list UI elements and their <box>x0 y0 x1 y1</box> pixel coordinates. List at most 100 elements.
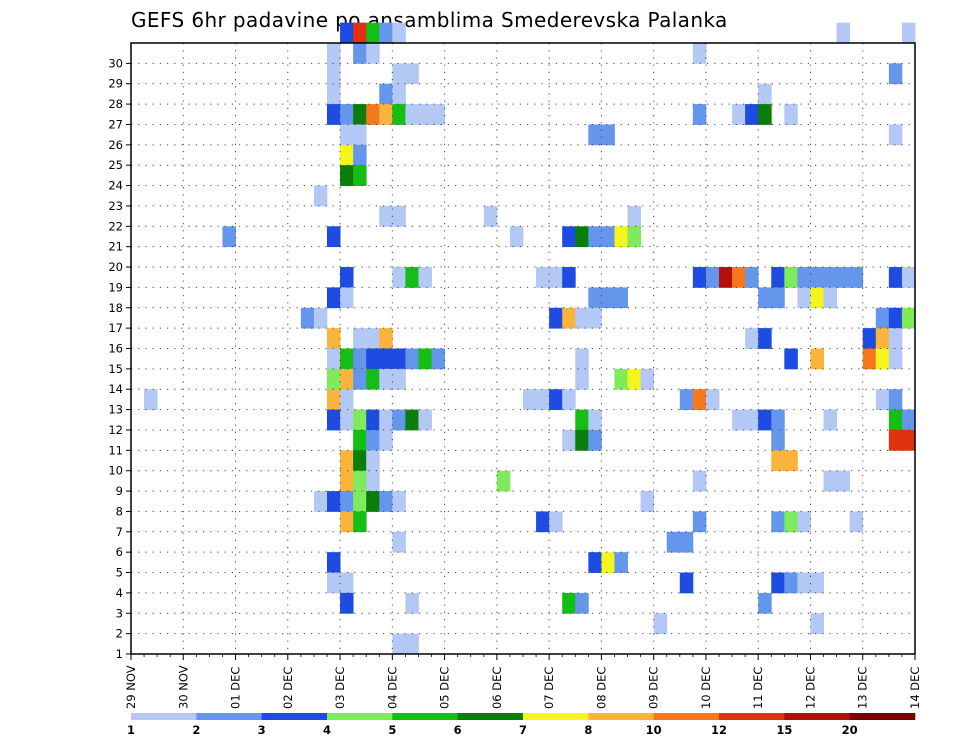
x-tick-label: 02 DEC <box>281 667 295 709</box>
heatmap-cell <box>366 43 380 64</box>
heatmap-cell <box>392 205 406 227</box>
x-tick-label: 10 DEC <box>699 667 713 709</box>
heatmap-cell <box>575 368 589 390</box>
heatmap-cell <box>575 409 589 431</box>
heatmap-cell <box>810 348 824 370</box>
colorbar-label: 5 <box>388 723 396 737</box>
colorbar-label: 4 <box>323 723 331 737</box>
heatmap-cell <box>353 104 367 125</box>
heatmap-cell <box>836 470 851 492</box>
heatmap-cell <box>353 22 367 44</box>
heatmap-cell <box>692 43 707 64</box>
heatmap-cell <box>823 409 837 431</box>
y-tick-label: 25 <box>108 158 123 172</box>
heatmap-cell <box>366 368 380 390</box>
heatmap-cell <box>327 572 341 594</box>
colorbar-swatch <box>261 713 328 720</box>
heatmap-cell <box>901 307 916 329</box>
heatmap-cell <box>836 267 851 288</box>
heatmap-cell <box>366 409 380 431</box>
heatmap-cell <box>614 287 628 309</box>
x-tick-label: 29 NOV <box>124 665 138 709</box>
heatmap-cell <box>340 368 354 390</box>
colorbar-label: 2 <box>192 723 200 737</box>
heatmap-cell <box>431 104 445 125</box>
heatmap-cell <box>601 552 615 573</box>
y-tick-label: 28 <box>108 97 123 111</box>
heatmap-cell <box>836 22 851 44</box>
heatmap-cell <box>340 348 354 370</box>
y-tick-label: 19 <box>108 280 123 294</box>
y-tick-label: 4 <box>116 586 123 600</box>
heatmap-cell <box>340 165 354 186</box>
heatmap-cell <box>575 592 589 614</box>
heatmap-cell <box>562 226 576 248</box>
colorbar-swatch <box>784 713 850 720</box>
heatmap-cell <box>353 348 367 370</box>
heatmap-cell <box>771 429 785 451</box>
x-tick-label: 01 DEC <box>229 667 243 709</box>
x-tick-label: 13 DEC <box>856 667 870 709</box>
heatmap-cell <box>340 267 354 288</box>
heatmap-cell <box>810 613 824 635</box>
heatmap-cell <box>692 267 707 288</box>
y-tick-label: 6 <box>116 545 123 559</box>
heatmap-cell <box>758 287 772 309</box>
heatmap-cell <box>588 226 602 248</box>
y-tick-label: 23 <box>108 199 123 213</box>
heatmap-cell <box>758 409 772 431</box>
heatmap-cell <box>353 491 367 512</box>
heatmap-cell <box>366 104 380 125</box>
y-tick-label: 27 <box>108 117 123 131</box>
colorbar-swatch <box>196 713 262 720</box>
heatmap-cell <box>771 287 785 309</box>
heatmap-cell <box>679 572 694 594</box>
heatmap-cell <box>588 124 602 146</box>
y-tick-label: 18 <box>108 301 123 315</box>
heatmap-cell <box>431 348 445 370</box>
heatmap-cell <box>588 287 602 309</box>
heatmap-cell <box>692 389 707 410</box>
colorbar-label: 10 <box>646 723 662 737</box>
heatmap-cell <box>901 267 916 288</box>
heatmap-cell <box>575 307 589 329</box>
y-axis: 1234567891011121314151617181920212223242… <box>108 56 131 661</box>
heatmap-cell <box>784 572 798 594</box>
heatmap-cell <box>562 307 576 329</box>
heatmap-cell <box>379 83 393 105</box>
heatmap-cell <box>353 124 367 146</box>
colorbar-swatch <box>523 713 589 720</box>
heatmap-cell <box>771 450 785 472</box>
heatmap-cell <box>784 348 798 370</box>
y-tick-label: 21 <box>108 240 123 254</box>
heatmap-cell <box>719 267 733 288</box>
heatmap-cell <box>666 531 681 553</box>
heatmap-cell <box>222 226 236 248</box>
heatmap-cell <box>888 124 903 146</box>
heatmap-cell <box>392 531 406 553</box>
heatmap-cell <box>392 491 406 512</box>
heatmap-cell <box>758 83 772 105</box>
heatmap-cell <box>849 267 864 288</box>
heatmap-cell <box>810 267 824 288</box>
heatmap-cell <box>614 226 628 248</box>
heatmap-cell <box>366 328 380 349</box>
heatmap-cell <box>405 409 419 431</box>
heatmap-cell <box>888 63 903 85</box>
heatmap-cell <box>327 43 341 64</box>
colorbar-swatch <box>131 713 197 720</box>
heatmap-cell <box>405 592 419 614</box>
y-tick-label: 12 <box>108 423 123 437</box>
heatmap-cell <box>784 511 798 533</box>
heatmap-cell <box>549 267 563 288</box>
heatmap-cell <box>366 491 380 512</box>
x-tick-label: 06 DEC <box>490 667 504 709</box>
heatmap-cell <box>875 307 890 329</box>
heatmap-cell <box>640 368 655 390</box>
y-tick-label: 11 <box>108 443 123 457</box>
colorbar-label: 12 <box>711 723 727 737</box>
heatmap-cell <box>405 63 419 85</box>
heatmap-cell <box>901 22 916 44</box>
heatmap-cell <box>745 267 759 288</box>
colorbar-label: 20 <box>842 723 858 737</box>
